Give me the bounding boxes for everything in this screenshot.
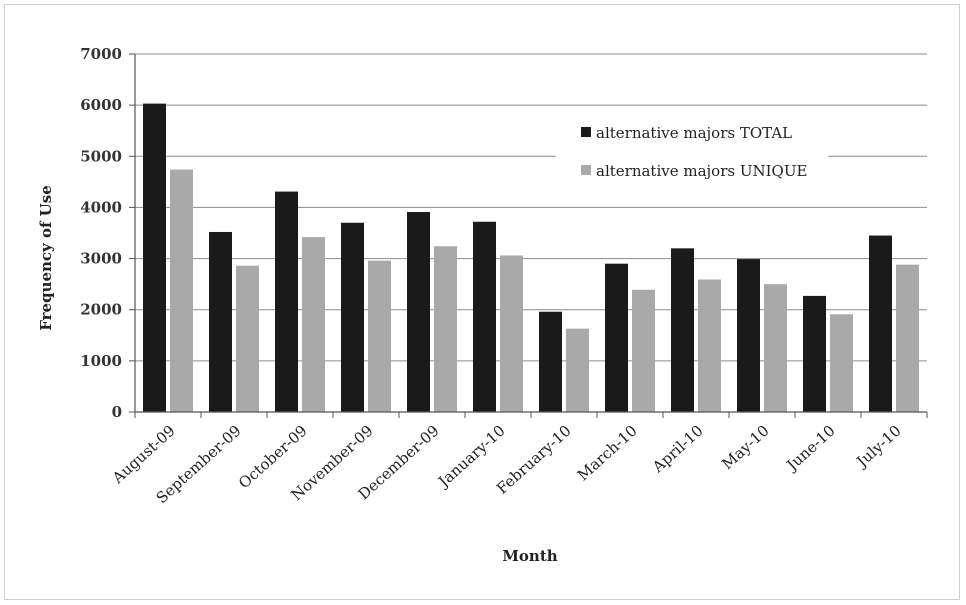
legend-background bbox=[556, 116, 828, 188]
x-tick-label: April-10 bbox=[648, 422, 706, 477]
bar-total-april-10 bbox=[671, 248, 694, 412]
bar-unique-july-10 bbox=[896, 264, 919, 412]
bar-total-august-09 bbox=[143, 103, 166, 412]
bar-unique-september-09 bbox=[236, 265, 259, 412]
x-tick-label: May-10 bbox=[718, 422, 772, 473]
bar-total-june-10 bbox=[803, 295, 826, 412]
bar-unique-august-09 bbox=[170, 169, 193, 412]
y-axis-ticks: 0 1000 2000 3000 4000 5000 6000 7000 bbox=[80, 45, 135, 421]
bar-unique-february-10 bbox=[566, 328, 589, 412]
bar-unique-january-10 bbox=[500, 255, 523, 412]
bar-total-july-10 bbox=[869, 235, 892, 412]
bar-unique-may-10 bbox=[764, 284, 787, 412]
bar-total-january-10 bbox=[473, 221, 496, 412]
bar-total-february-10 bbox=[539, 311, 562, 412]
bar-unique-march-10 bbox=[632, 289, 655, 412]
bar-unique-april-10 bbox=[698, 279, 721, 412]
bar-unique-november-09 bbox=[368, 260, 391, 412]
x-tick-label: August-09 bbox=[108, 422, 178, 488]
bar-total-december-09 bbox=[407, 212, 430, 412]
x-tick-label: March-10 bbox=[574, 422, 641, 485]
y-tick-label: 0 bbox=[112, 403, 122, 421]
gridlines bbox=[135, 53, 927, 362]
legend: alternative majors TOTAL alternative maj… bbox=[556, 116, 828, 188]
bar-unique-june-10 bbox=[830, 314, 853, 412]
x-axis-title: Month bbox=[502, 547, 557, 565]
y-tick-label: 7000 bbox=[80, 45, 122, 63]
bar-total-may-10 bbox=[737, 259, 760, 412]
bar-total-september-09 bbox=[209, 231, 232, 412]
bar-unique-october-09 bbox=[302, 237, 325, 412]
legend-swatch-total bbox=[581, 127, 591, 137]
bar-total-november-09 bbox=[341, 222, 364, 412]
legend-swatch-unique bbox=[581, 165, 591, 175]
y-tick-label: 2000 bbox=[80, 301, 122, 319]
y-tick-label: 3000 bbox=[80, 250, 122, 268]
y-tick-label: 1000 bbox=[80, 352, 122, 370]
legend-label-unique: alternative majors UNIQUE bbox=[596, 162, 807, 180]
y-axis-title: Frequency of Use bbox=[37, 185, 55, 331]
bars bbox=[143, 103, 919, 412]
legend-label-total: alternative majors TOTAL bbox=[596, 124, 792, 142]
y-tick-label: 5000 bbox=[80, 147, 122, 165]
x-tick-label: June-10 bbox=[782, 422, 839, 476]
y-tick-label: 6000 bbox=[80, 96, 122, 114]
bar-unique-december-09 bbox=[434, 246, 457, 412]
x-tick-label: July-10 bbox=[852, 422, 905, 472]
bar-total-march-10 bbox=[605, 263, 628, 412]
bar-total-october-09 bbox=[275, 191, 298, 412]
y-tick-label: 4000 bbox=[80, 198, 122, 216]
x-axis-ticks: August-09September-09October-09November-… bbox=[108, 412, 928, 507]
